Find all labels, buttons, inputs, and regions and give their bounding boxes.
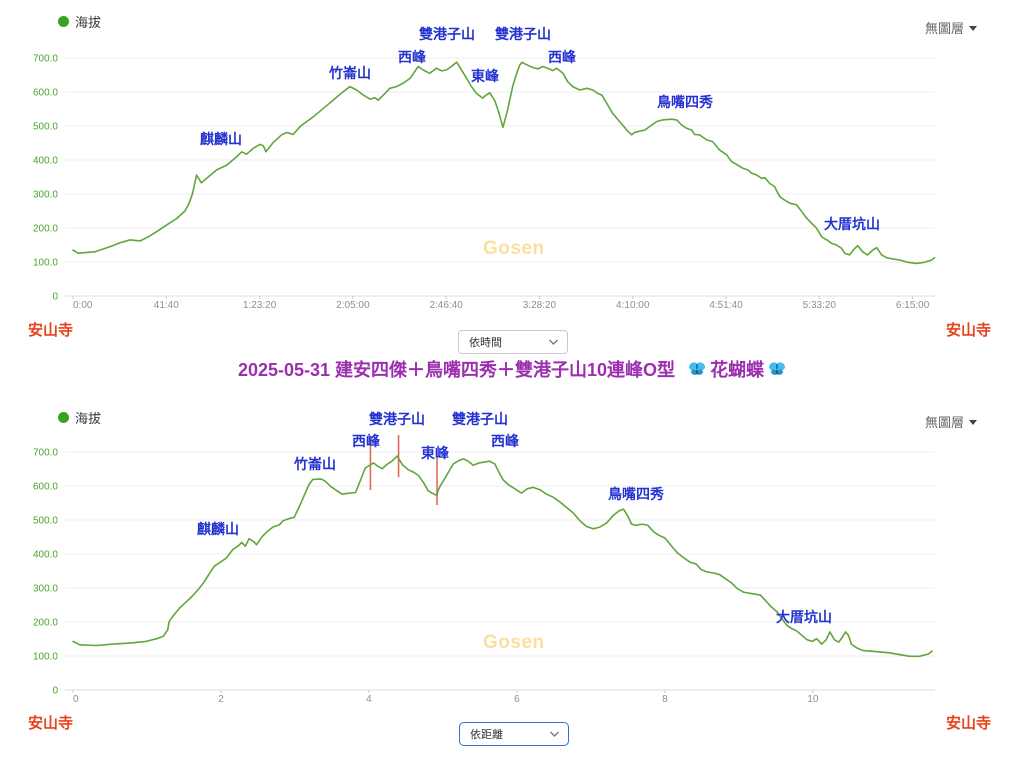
svg-text:4:10:00: 4:10:00 — [616, 300, 650, 311]
svg-text:600.0: 600.0 — [33, 482, 58, 493]
time-mode-select-value: 依時間 — [469, 337, 502, 349]
elevation-legend: 海拔 — [58, 12, 101, 31]
elevation-chart-by-time: 700.0 600.0 500.0 400.0 300.0 200.0 100.0 0 0:00… — [33, 54, 936, 311]
svg-text:6: 6 — [514, 694, 520, 705]
layer-dropdown[interactable]: 無圖層 — [925, 412, 978, 431]
svg-text:300.0: 300.0 — [33, 584, 58, 595]
svg-text:10: 10 — [807, 694, 819, 705]
svg-text:1:23:20: 1:23:20 — [243, 300, 277, 311]
trip-title-suffix: 花蝴蝶 — [710, 360, 765, 380]
distance-mode-select[interactable]: 依距離 — [459, 722, 569, 746]
svg-text:100.0: 100.0 — [33, 258, 58, 269]
svg-text:0:00: 0:00 — [73, 300, 93, 311]
triangle-down-icon — [969, 420, 978, 425]
peak-label: 雙港子山 — [495, 26, 551, 42]
peak-label: 大厝坑山 — [824, 216, 880, 232]
peak-label: 東峰 — [471, 68, 499, 84]
peak-label: 鳥嘴四秀 — [657, 94, 713, 110]
butterfly-icon — [689, 362, 706, 375]
chevron-down-icon — [549, 730, 560, 738]
svg-text:5:33:20: 5:33:20 — [803, 300, 837, 311]
svg-text:500.0: 500.0 — [33, 516, 58, 527]
triangle-down-icon — [969, 26, 978, 31]
legend-label: 海拔 — [75, 411, 102, 426]
svg-text:3:28:20: 3:28:20 — [523, 300, 557, 311]
trip-title-text: 2025-05-31 建安四傑＋鳥嘴四秀＋雙港子山10連峰O型 — [237, 360, 676, 380]
peak-label: 大厝坑山 — [776, 609, 832, 625]
svg-text:300.0: 300.0 — [33, 190, 58, 201]
peak-label: 竹崙山 — [294, 456, 336, 472]
svg-text:400.0: 400.0 — [33, 156, 58, 167]
peak-label: 麒麟山 — [197, 521, 239, 537]
svg-text:0: 0 — [73, 694, 79, 705]
svg-text:4:51:40: 4:51:40 — [709, 300, 743, 311]
legend-label: 海拔 — [75, 15, 102, 30]
peak-label: 雙港子山 — [452, 411, 508, 427]
peak-label: 竹崙山 — [329, 65, 371, 81]
watermark: Gosen — [483, 632, 545, 653]
route-end-label: 安山寺 — [946, 715, 992, 732]
route-end-label: 安山寺 — [946, 322, 992, 339]
svg-text:2:05:00: 2:05:00 — [336, 300, 370, 311]
legend-dot-icon — [58, 412, 69, 423]
distance-mode-select-value: 依距離 — [470, 729, 503, 741]
svg-text:2:46:40: 2:46:40 — [429, 300, 463, 311]
svg-text:6:15:00: 6:15:00 — [896, 300, 930, 311]
svg-text:400.0: 400.0 — [33, 550, 58, 561]
peak-label: 麒麟山 — [200, 131, 242, 147]
layer-dropdown-label: 無圖層 — [925, 415, 965, 430]
peak-label: 西峰 — [352, 433, 380, 449]
svg-text:8: 8 — [662, 694, 668, 705]
butterfly-icon — [769, 362, 786, 375]
title-space — [679, 359, 684, 380]
svg-text:4: 4 — [366, 694, 372, 705]
svg-text:2: 2 — [218, 694, 224, 705]
peak-label: 西峰 — [398, 49, 426, 65]
svg-text:700.0: 700.0 — [33, 448, 58, 459]
svg-text:200.0: 200.0 — [33, 618, 58, 629]
peak-label: 西峰 — [491, 433, 519, 449]
svg-text:41:40: 41:40 — [154, 300, 179, 311]
peak-label: 雙港子山 — [419, 26, 475, 42]
elevation-chart-by-distance: 700.0 600.0 500.0 400.0 300.0 200.0 100.0 0 0 2 4 6… — [33, 434, 935, 705]
layer-dropdown[interactable]: 無圖層 — [925, 18, 978, 37]
legend-dot-icon — [58, 16, 69, 27]
svg-text:600.0: 600.0 — [33, 88, 58, 99]
peak-label: 西峰 — [548, 49, 576, 65]
time-mode-select[interactable]: 依時間 — [458, 330, 568, 354]
svg-text:700.0: 700.0 — [33, 54, 58, 65]
svg-text:500.0: 500.0 — [33, 122, 58, 133]
svg-text:200.0: 200.0 — [33, 224, 58, 235]
trip-title: 2025-05-31 建安四傑＋鳥嘴四秀＋雙港子山10連峰O型 花蝴蝶 — [0, 356, 1024, 382]
peak-label: 雙港子山 — [369, 411, 425, 427]
watermark: Gosen — [483, 238, 545, 259]
layer-dropdown-label: 無圖層 — [925, 21, 965, 36]
svg-text:100.0: 100.0 — [33, 652, 58, 663]
peak-label: 東峰 — [421, 445, 449, 461]
svg-text:0: 0 — [52, 292, 58, 303]
elevation-legend: 海拔 — [58, 408, 101, 427]
route-start-label: 安山寺 — [28, 715, 74, 732]
route-start-label: 安山寺 — [28, 322, 74, 339]
peak-label: 鳥嘴四秀 — [608, 486, 664, 502]
svg-text:0: 0 — [52, 686, 58, 697]
chevron-down-icon — [548, 338, 559, 346]
